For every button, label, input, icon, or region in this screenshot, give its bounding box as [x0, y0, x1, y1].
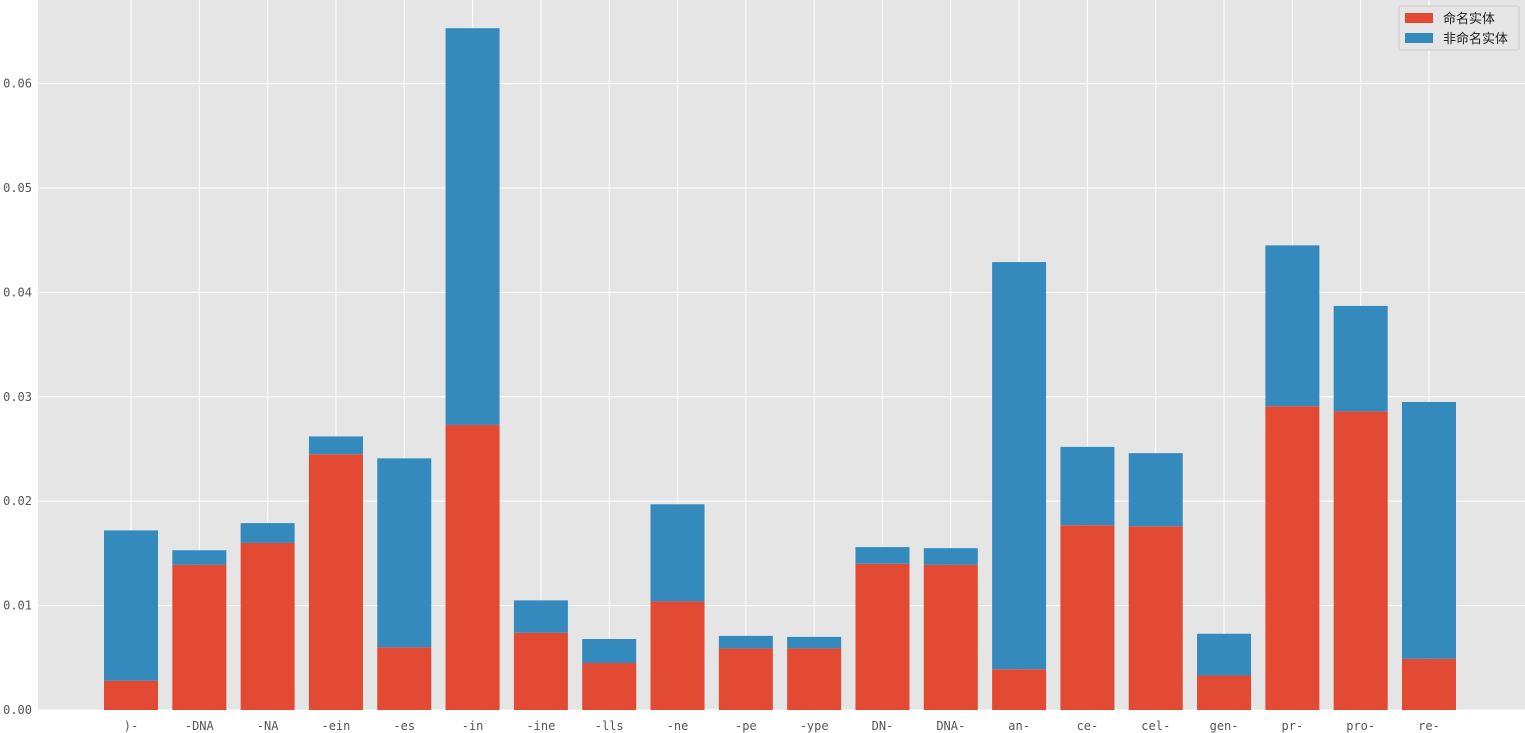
legend-label-non-named-entity: 非命名实体 — [1443, 31, 1508, 47]
x-tick-label: -lls — [595, 719, 624, 733]
bar-non-named-entity-19 — [1402, 401, 1456, 659]
bar-named-entity-0 — [104, 680, 158, 710]
bar-named-entity-19 — [1402, 658, 1456, 710]
bar-non-named-entity-15 — [1128, 453, 1183, 527]
bar-named-entity-9 — [718, 648, 773, 710]
x-tick-label: -DNA — [185, 719, 215, 733]
y-tick-label: 0.06 — [3, 77, 32, 91]
bar-non-named-entity-6 — [513, 600, 568, 633]
bar-non-named-entity-14 — [1060, 446, 1115, 526]
bar-named-entity-3 — [308, 454, 363, 710]
x-tick-label: -ine — [526, 719, 555, 733]
bar-named-entity-8 — [650, 601, 705, 710]
bar-named-entity-6 — [513, 632, 568, 710]
x-tick-label: an- — [1008, 719, 1030, 733]
bar-non-named-entity-5 — [445, 28, 500, 425]
bar-named-entity-15 — [1128, 526, 1183, 710]
bar-non-named-entity-7 — [582, 639, 637, 664]
bar-non-named-entity-3 — [308, 436, 363, 455]
bar-non-named-entity-0 — [104, 530, 158, 681]
axes: 0.00 0.01 0.02 0.03 0.04 0.05 0.06 )- -DNA -NA -ei… — [3, 77, 1440, 733]
legend-label-named-entity: 命名实体 — [1443, 11, 1495, 27]
bar-named-entity-1 — [172, 564, 227, 710]
x-tick-label: -pe — [735, 719, 757, 733]
x-tick-label: -NA — [257, 719, 279, 733]
x-tick-label: cel- — [1141, 719, 1170, 733]
bar-non-named-entity-13 — [992, 262, 1047, 670]
y-tick-label: 0.04 — [3, 285, 32, 299]
x-tick-label: DNA- — [936, 719, 965, 733]
x-tick-label: gen- — [1210, 719, 1239, 733]
legend-swatch-named-entity — [1405, 13, 1433, 23]
x-tick-label: -ype — [800, 719, 829, 733]
bar-non-named-entity-18 — [1333, 305, 1388, 412]
x-tick-label: pr- — [1282, 719, 1304, 733]
y-tick-label: 0.01 — [3, 599, 32, 613]
bar-non-named-entity-12 — [923, 548, 978, 565]
bar-named-entity-17 — [1265, 406, 1320, 710]
bar-named-entity-5 — [445, 424, 500, 710]
bar-named-entity-12 — [923, 564, 978, 710]
bar-non-named-entity-9 — [718, 635, 773, 649]
x-tick-label: -in — [462, 719, 484, 733]
bars — [104, 28, 1456, 710]
bar-non-named-entity-11 — [855, 547, 910, 564]
y-tick-label: 0.05 — [3, 181, 32, 195]
bar-named-entity-14 — [1060, 525, 1115, 710]
legend-swatch-non-named-entity — [1405, 33, 1433, 43]
y-tick-label: 0.00 — [3, 703, 32, 717]
bar-named-entity-4 — [377, 647, 432, 710]
bar-non-named-entity-8 — [650, 504, 705, 602]
x-tick-label: pro- — [1346, 719, 1375, 733]
x-tick-label: re- — [1418, 719, 1440, 733]
bar-named-entity-18 — [1333, 411, 1388, 710]
bar-named-entity-10 — [787, 648, 842, 710]
bar-named-entity-2 — [240, 542, 295, 710]
bar-non-named-entity-4 — [377, 458, 432, 648]
bar-non-named-entity-17 — [1265, 245, 1320, 407]
bar-named-entity-16 — [1197, 675, 1252, 710]
x-tick-label: DN- — [872, 719, 894, 733]
y-tick-label: 0.02 — [3, 494, 32, 508]
bar-named-entity-13 — [992, 669, 1047, 710]
y-tick-label: 0.03 — [3, 390, 32, 404]
x-tick-label: -ein — [321, 719, 350, 733]
bar-named-entity-7 — [582, 663, 637, 710]
bar-non-named-entity-1 — [172, 550, 227, 565]
bar-named-entity-11 — [855, 563, 910, 710]
x-tick-label: -es — [393, 719, 415, 733]
bar-non-named-entity-10 — [787, 636, 842, 649]
x-tick-label: -ne — [667, 719, 689, 733]
bar-non-named-entity-2 — [240, 523, 295, 543]
legend: 命名实体 非命名实体 — [1398, 5, 1520, 51]
x-tick-label: ce- — [1077, 719, 1099, 733]
x-tick-label: )- — [124, 719, 138, 733]
bar-non-named-entity-16 — [1197, 633, 1252, 676]
